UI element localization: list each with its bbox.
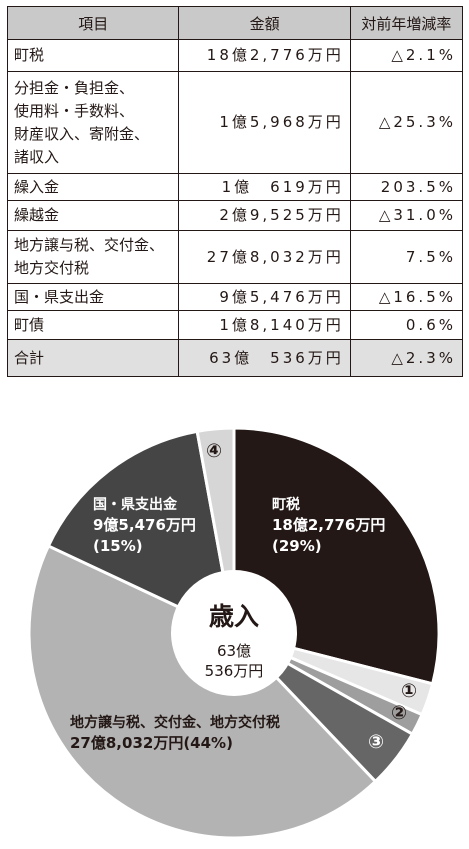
pie-label-marker-1: ①: [401, 680, 417, 702]
table-row: 国・県支出金 9億5,476万円 △16.5%: [6, 283, 464, 311]
table-row: 分担金・負担金、 使用料・手数料、 財産収入、寄附金、 諸収入 1億5,968万…: [6, 71, 464, 174]
total-item: 合計: [6, 339, 180, 377]
header-amount: 金額: [178, 6, 351, 40]
pie-label-town-tax: 町税 18億2,776万円(29%): [272, 496, 385, 555]
row-amount: 1億 619万円: [178, 173, 351, 201]
row-rate: 203.5%: [349, 173, 464, 201]
row-item: 繰入金: [6, 173, 180, 201]
row-amount: 9億5,476万円: [178, 283, 351, 311]
table-row: 繰入金 1億 619万円 203.5%: [6, 173, 464, 201]
row-amount: 2億9,525万円: [178, 200, 351, 231]
revenue-pie-chart: 町税 18億2,776万円(29%) ①②③ 地方譲与税、交付金、地方交付税 27億8,…: [27, 426, 441, 840]
row-amount: 1億8,140万円: [178, 310, 351, 340]
pie-label-marker-3: ③: [368, 731, 384, 753]
pie-label-marker-2: ②: [391, 702, 407, 724]
table-row: 地方譲与税、交付金、 地方交付税 27億8,032万円 7.5%: [6, 230, 464, 284]
row-amount: 27億8,032万円: [178, 230, 351, 284]
total-rate: △2.3%: [349, 339, 464, 377]
pie-label-local-grants: 地方譲与税、交付金、地方交付税 27億8,032万円(44%): [70, 714, 280, 752]
row-item: 町債: [6, 310, 180, 340]
table-total-row: 合計 63億 536万円 △2.3%: [6, 339, 464, 377]
revenue-table: 項目 金額 対前年増減率 町税 18億2,776万円 △2.1% 分担金・負担金…: [6, 6, 464, 377]
row-item: 地方譲与税、交付金、 地方交付税: [6, 230, 180, 284]
row-item: 町税: [6, 39, 180, 72]
row-rate: △25.3%: [349, 71, 464, 174]
pie-center-value-1: 63億: [217, 642, 251, 660]
table-row: 繰越金 2億9,525万円 △31.0%: [6, 200, 464, 231]
pie-label-marker-4: ④: [206, 440, 222, 462]
row-item: 分担金・負担金、 使用料・手数料、 財産収入、寄附金、 諸収入: [6, 71, 180, 174]
row-rate: 0.6%: [349, 310, 464, 340]
row-rate: △16.5%: [349, 283, 464, 311]
pie-center-value-2: 536万円: [205, 662, 264, 680]
total-amount: 63億 536万円: [178, 339, 351, 377]
header-item: 項目: [6, 6, 180, 40]
row-rate: 7.5%: [349, 230, 464, 284]
row-amount: 1億5,968万円: [178, 71, 351, 174]
table-row: 町債 1億8,140万円 0.6%: [6, 310, 464, 340]
table-header-row: 項目 金額 対前年増減率: [6, 6, 464, 40]
pie-center-hole: [171, 570, 297, 696]
pie-label-national-prefectural: 国・県支出金 9億5,476万円(15%): [93, 496, 196, 555]
pie-center-title: 歳入: [209, 602, 259, 631]
header-rate: 対前年増減率: [349, 6, 464, 40]
row-item: 国・県支出金: [6, 283, 180, 311]
table-row: 町税 18億2,776万円 △2.1%: [6, 39, 464, 72]
row-rate: △2.1%: [349, 39, 464, 72]
row-item: 繰越金: [6, 200, 180, 231]
row-amount: 18億2,776万円: [178, 39, 351, 72]
row-rate: △31.0%: [349, 200, 464, 231]
pie-slice-national-prefectural: [46, 429, 236, 636]
pie-slice-local-grants: [27, 543, 378, 840]
